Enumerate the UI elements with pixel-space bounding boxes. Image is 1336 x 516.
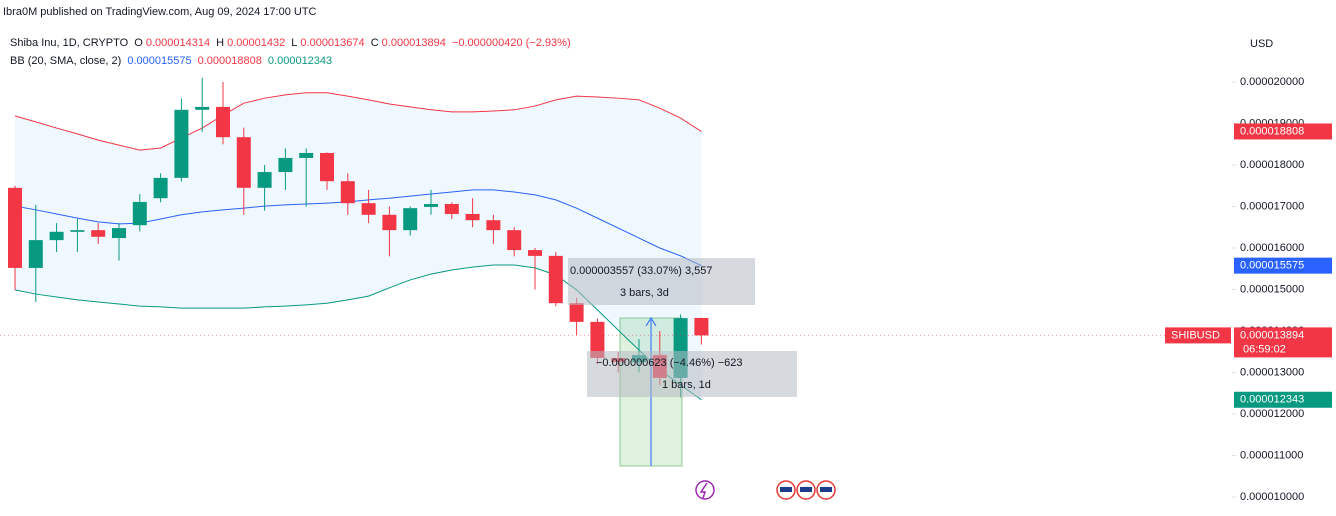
candle-body	[424, 204, 438, 207]
lower-tag-bg	[1234, 391, 1332, 408]
candle-body	[174, 109, 189, 178]
candle-body	[444, 204, 459, 214]
flag-icon-stripe	[780, 487, 792, 492]
y-tick-label: 0.000015000	[1240, 283, 1304, 295]
candle-body	[8, 187, 22, 268]
candle-body	[153, 177, 168, 199]
publish-header: Ibra0M published on TradingView.com, Aug…	[3, 6, 317, 18]
close-value: 0.000013894	[381, 37, 446, 49]
candle-body	[548, 255, 563, 304]
candle-body	[486, 220, 501, 231]
candle-body	[694, 317, 709, 336]
c-label: C	[370, 37, 379, 49]
event-icon-bolt	[699, 482, 708, 499]
candle-body	[361, 203, 376, 215]
candle-body	[507, 230, 522, 251]
close-tag: 0.000013894	[1240, 329, 1304, 341]
h-label: H	[216, 37, 225, 49]
candle-body	[216, 106, 230, 138]
candle-body	[257, 172, 272, 188]
high-value: 0.00001432	[227, 37, 286, 49]
indicator-legend: BB (20, SMA, close, 2) 0.000015575 0.000…	[10, 55, 335, 67]
measure-text: −0.000000623 (−4.46%) −623	[596, 357, 743, 369]
y-tick-label: 0.000010000	[1240, 491, 1304, 503]
candle-body	[91, 230, 106, 237]
o-label: O	[134, 37, 143, 49]
basis-tag: 0.000015575	[1240, 260, 1304, 272]
y-tick-label: 0.000011000	[1240, 449, 1303, 461]
candle-body	[320, 152, 334, 182]
countdown: 06:59:02	[1243, 343, 1286, 355]
y-tick-label: 0.000012000	[1240, 408, 1304, 420]
upper-tag-bg	[1234, 123, 1332, 140]
flag-icon-stripe	[800, 487, 812, 492]
symbol-legend: Shiba Inu, 1D, CRYPTO O 0.000014314 H 0.00…	[10, 37, 574, 49]
measure-text: 1 bars, 1d	[662, 379, 711, 391]
bollinger-line	[14, 92, 702, 151]
basis-tag-bg	[1234, 257, 1332, 274]
y-tick-label: 0.000018000	[1240, 159, 1304, 171]
measure-arrow-head	[645, 317, 657, 327]
indicator-name: BB (20, SMA, close, 2)	[10, 55, 122, 67]
countdown-bg	[1234, 342, 1332, 358]
measure-text: 0.000003557 (33.07%) 3,557	[570, 265, 713, 277]
basis-value: 0.000015575	[127, 55, 192, 67]
candle-body	[465, 213, 480, 221]
candle-body	[49, 231, 64, 241]
candle-body	[569, 303, 584, 322]
candle-body	[132, 201, 147, 226]
bollinger-line	[14, 189, 702, 267]
measure-text: 3 bars, 3d	[620, 287, 669, 299]
symbol-tag: SHIBUSD	[1171, 329, 1220, 341]
close-tag-bg	[1234, 327, 1332, 344]
y-tick-label: 0.000013000	[1240, 366, 1304, 378]
measure-box	[568, 258, 755, 305]
symbol: Shiba Inu, 1D, CRYPTO	[10, 37, 129, 49]
currency: USD	[1250, 38, 1274, 50]
candle-body	[28, 240, 43, 268]
low-value: 0.000013674	[300, 37, 365, 49]
candle-body	[528, 250, 542, 256]
candle-body	[403, 208, 418, 231]
candle-body	[382, 214, 397, 231]
candle-body	[340, 181, 355, 204]
candle-body	[112, 228, 126, 239]
candle-body	[590, 321, 605, 358]
measure-box	[587, 351, 797, 397]
candle-body	[195, 106, 210, 110]
upper-tag: 0.000018808	[1240, 125, 1304, 137]
lower-tag: 0.000012343	[1240, 394, 1304, 406]
candle-body	[299, 152, 314, 158]
lower-value: 0.000012343	[267, 55, 333, 67]
y-tick-label: 0.000016000	[1240, 242, 1304, 254]
candle-body	[70, 230, 85, 232]
upper-value: 0.000018808	[197, 55, 262, 67]
event-icon	[695, 480, 715, 500]
l-label: L	[291, 37, 298, 49]
change: −0.000000420 (−2.93%)	[451, 37, 571, 49]
y-tick-label: 0.000020000	[1240, 76, 1304, 88]
open-value: 0.000014314	[145, 37, 211, 49]
flag-icon-stripe	[820, 487, 832, 492]
symbol-tag-bg	[1165, 327, 1231, 344]
candle-body	[278, 157, 293, 173]
candle-body	[236, 137, 251, 188]
y-tick-label: 0.000017000	[1240, 200, 1304, 212]
